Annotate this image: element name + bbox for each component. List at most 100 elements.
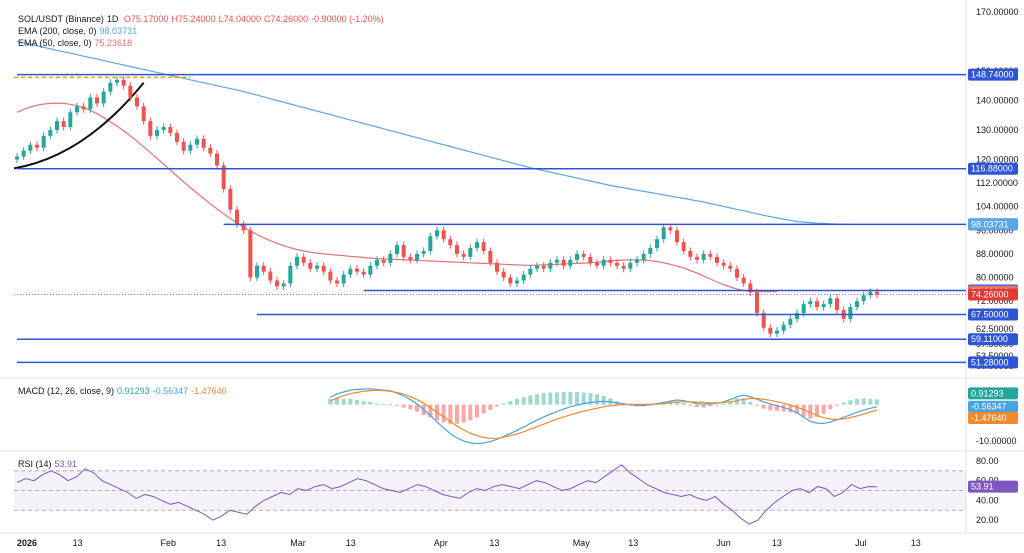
date-tick-label: Feb xyxy=(161,538,177,548)
candle-body xyxy=(221,165,226,189)
price-tick-label: 80.00000 xyxy=(976,273,1014,283)
candle-body xyxy=(495,262,499,272)
macd-histogram-bar xyxy=(841,402,846,405)
macd-histogram-bar xyxy=(528,395,533,405)
price-tick-label: 170.00000 xyxy=(976,7,1019,17)
candle-body xyxy=(721,262,726,266)
macd-histogram-bar xyxy=(348,398,353,405)
macd-histogram-bar xyxy=(695,404,699,407)
ohlc-change: -0.90000 (-1.20%) xyxy=(311,14,384,24)
macd-histogram-bar xyxy=(515,398,519,405)
macd-histogram-bar xyxy=(735,398,739,405)
macd-histogram-bar xyxy=(701,404,706,408)
candle-body xyxy=(295,256,299,266)
macd-histogram-bar xyxy=(455,404,459,424)
rsi-tick-label: 20.00 xyxy=(976,515,999,525)
price-tick-label: 120.00000 xyxy=(976,154,1019,164)
candle-body xyxy=(688,250,693,257)
macd-signal-value-label: -1.47640 xyxy=(971,413,1007,423)
candle-body xyxy=(615,262,619,266)
candle-body xyxy=(321,265,326,272)
candle-body xyxy=(188,144,193,151)
candle-body xyxy=(701,253,706,260)
date-tick-label: Mar xyxy=(290,538,306,548)
candle-body xyxy=(461,253,466,257)
candle-body xyxy=(735,268,739,278)
date-tick-label: 13 xyxy=(628,538,638,548)
ema200-label: EMA (200, close, 0) xyxy=(18,26,97,36)
last-price-tag xyxy=(968,288,1018,301)
macd-histogram-bar xyxy=(708,404,713,407)
candle-body xyxy=(88,97,93,110)
macd-histogram-bar xyxy=(675,401,679,405)
macd-histogram-bar xyxy=(341,398,346,405)
candle-body xyxy=(668,227,673,231)
candle-body xyxy=(115,79,119,83)
macd-histogram-bar xyxy=(335,397,339,405)
candle-body xyxy=(435,230,439,237)
candle-body xyxy=(695,256,699,260)
date-tick-label: Apr xyxy=(434,538,448,548)
candle-body xyxy=(168,127,173,133)
candle-body xyxy=(561,259,566,266)
macd-histogram-bar xyxy=(721,403,726,405)
candle-body xyxy=(508,277,513,284)
rsi-label: RSI (14) xyxy=(18,459,52,469)
candle-body xyxy=(835,298,839,311)
macd-histogram-bar xyxy=(761,404,766,409)
macd-histogram-bar xyxy=(468,404,473,421)
candle-body xyxy=(308,262,313,269)
price-tick-label: 72.00000 xyxy=(976,296,1014,306)
level-price-tag xyxy=(968,356,1018,369)
macd-histogram-bar xyxy=(715,404,719,406)
candle-body xyxy=(655,239,659,249)
candle-body xyxy=(128,85,133,98)
ema50-value: 75.23618 xyxy=(94,38,133,48)
ema200-line xyxy=(16,40,851,225)
candle-body xyxy=(515,280,519,284)
candle-body xyxy=(595,262,599,266)
macd-histogram-bar xyxy=(788,404,793,413)
level-price-label: 59.11000 xyxy=(971,334,1008,344)
candle-body xyxy=(468,248,473,257)
macd-histogram-bar xyxy=(588,393,593,405)
level-price-tag xyxy=(968,68,1018,81)
candle-body xyxy=(35,144,39,148)
macd-histogram-bar xyxy=(481,404,486,414)
candle-body xyxy=(581,253,586,257)
ema200-label: 98.03731 xyxy=(971,219,1009,229)
candle-body xyxy=(395,245,399,254)
macd-histogram-bar xyxy=(408,404,413,410)
candle-body xyxy=(488,250,493,263)
candle-body xyxy=(608,259,613,263)
date-tick-label: 13 xyxy=(911,538,921,548)
macd-histogram-bar xyxy=(381,404,386,406)
candle-body xyxy=(795,312,799,319)
macd-histogram-bar xyxy=(555,392,559,405)
date-tick-label: 13 xyxy=(216,538,226,548)
macd-histogram-bar xyxy=(375,403,379,405)
macd-histogram-bar xyxy=(395,404,399,406)
level-price-label: 67.50000 xyxy=(971,309,1009,319)
macd-histogram-bar xyxy=(355,400,359,405)
candle-body xyxy=(521,274,526,281)
candle-body xyxy=(41,135,46,148)
candle-body xyxy=(821,304,826,308)
macd-histogram-bar xyxy=(768,404,773,411)
ohlc-open: O75.17000 xyxy=(123,14,169,24)
macd-line-value-tag xyxy=(968,400,1018,413)
price-tick-label: 112.00000 xyxy=(976,178,1018,188)
macd-histogram-bar xyxy=(681,402,686,405)
candle-body xyxy=(48,129,53,136)
candle-body xyxy=(788,318,793,325)
macd-histogram-bar xyxy=(501,403,506,405)
candle-body xyxy=(808,301,813,305)
candle-body xyxy=(21,150,26,157)
level-price-label: 116.88000 xyxy=(971,164,1013,174)
macd-histogram-bar xyxy=(821,404,826,414)
candle-body xyxy=(741,277,746,284)
candle-body xyxy=(195,138,199,145)
macd-histogram-bar xyxy=(521,397,526,405)
candle-body xyxy=(101,91,106,104)
